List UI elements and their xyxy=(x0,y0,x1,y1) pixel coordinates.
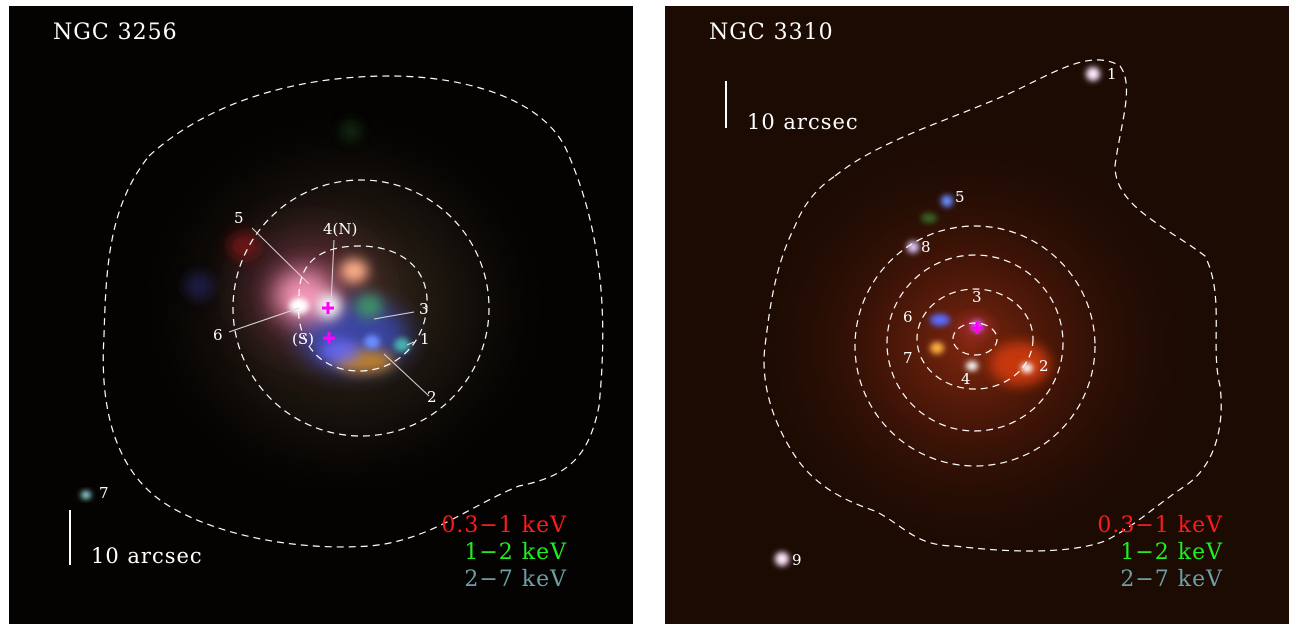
legend-hard-band: 2−7 keV xyxy=(441,566,567,593)
source-label-3: 3 xyxy=(419,300,429,318)
source-label-7: 7 xyxy=(903,349,913,367)
scale-label: 10 arcsec xyxy=(747,110,859,134)
source-label-1: 1 xyxy=(1107,65,1117,83)
source-label-9: 9 xyxy=(792,551,802,569)
source-label-5: 5 xyxy=(234,209,244,227)
diffuse-emission xyxy=(740,126,1200,566)
legend-soft-band: 0.3−1 keV xyxy=(1097,512,1223,539)
legend-hard-band: 2−7 keV xyxy=(1097,566,1223,593)
scale-bar xyxy=(69,510,71,565)
source-label-2: 2 xyxy=(427,388,437,406)
panel-title: NGC 3256 xyxy=(53,20,178,45)
source-label-s: (S) xyxy=(292,330,314,348)
source-label-7: 7 xyxy=(99,484,109,502)
point-source-7 xyxy=(81,491,91,499)
panel-title: NGC 3310 xyxy=(709,20,834,45)
source-label-4: 4 xyxy=(961,370,971,388)
scale-label: 10 arcsec xyxy=(91,544,203,568)
energy-legend: 0.3−1 keV 1−2 keV 2−7 keV xyxy=(1097,512,1223,593)
source-label-1: 1 xyxy=(420,330,430,348)
legend-medium-band: 1−2 keV xyxy=(441,539,567,566)
panel-ngc3256: NGC 3256 10 arcsec 5 4(N) 3 6 (S) 1 2 7 … xyxy=(9,6,633,624)
source-label-2: 2 xyxy=(1039,357,1049,375)
panel-ngc3310: NGC 3310 10 arcsec 1 5 8 3 6 7 4 2 9 0.3… xyxy=(665,6,1289,624)
source-label-4n: 4(N) xyxy=(323,220,357,238)
source-label-5: 5 xyxy=(955,188,965,206)
source-label-6: 6 xyxy=(903,308,913,326)
source-label-8: 8 xyxy=(921,238,931,256)
source-label-6: 6 xyxy=(213,326,223,344)
point-source-9 xyxy=(775,552,789,566)
energy-legend: 0.3−1 keV 1−2 keV 2−7 keV xyxy=(441,512,567,593)
legend-medium-band: 1−2 keV xyxy=(1097,539,1223,566)
point-source-1 xyxy=(1086,67,1100,81)
scale-bar xyxy=(725,81,727,128)
source-label-3: 3 xyxy=(972,288,982,306)
legend-soft-band: 0.3−1 keV xyxy=(441,512,567,539)
